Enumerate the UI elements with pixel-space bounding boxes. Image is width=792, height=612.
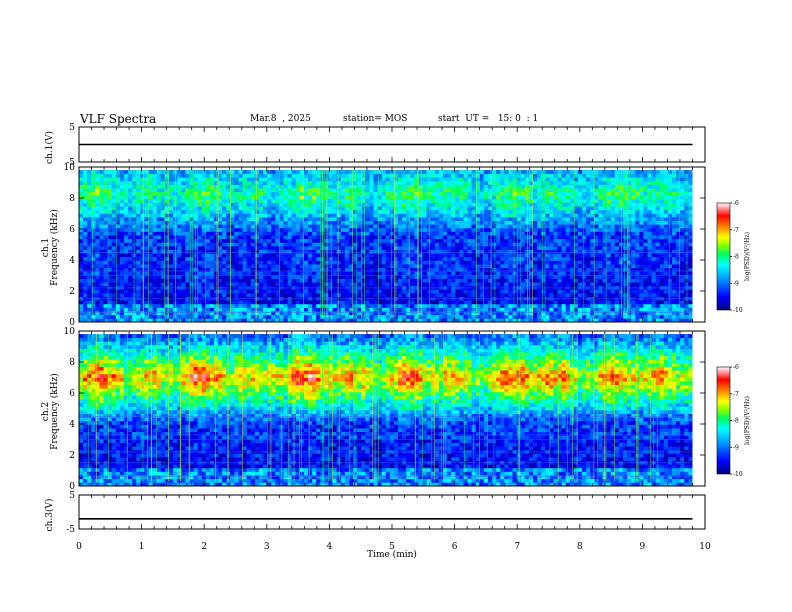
colorbar-ch2-tick-label: -9 [733,444,739,451]
ch2-freq-tick-label: 2 [69,451,75,461]
ch3-voltage-axis-title: ch.3(V) [44,499,55,532]
ch2-freq-tick-label: 10 [64,327,76,337]
colorbar-ch1-title: log(PSD)(V²/Hz) [744,232,751,281]
colorbar-ch2 [716,366,731,475]
ch2-freq-tick-label: 6 [69,389,75,399]
ch3-y-tick-label: -5 [66,525,75,535]
x-tick-label: 1 [139,542,145,552]
start-time-label: start UT = 15: 0 : 1 [438,114,539,124]
x-tick-label: 9 [640,542,646,552]
date-label: Mar.8 , 2025 [250,114,311,124]
chart-title: VLF Spectra [80,112,157,126]
colorbar-ch2-tick-label: -7 [733,391,739,398]
colorbar-ch1-tick-label: -7 [733,227,739,234]
ch1-freq-tick-label: 0 [69,318,75,328]
station-label: station= MOS [343,114,408,124]
ch3-y-tick-label: 5 [69,491,75,501]
x-tick-label: 8 [577,542,583,552]
colorbar-ch1-tick-label: -8 [733,254,739,261]
colorbar-ch1 [716,202,731,311]
x-tick-label: 5 [389,542,395,552]
x-tick-label: 3 [264,542,270,552]
ch1-freq-tick-label: 4 [69,256,75,266]
ch1-voltage-axis-title: ch.1(V) [44,131,55,164]
ch1-frequency-axis-title: Frequency (kHz) [49,209,60,286]
ch1-y-tick-label: 5 [69,123,75,133]
spectrogram-ch2 [79,331,705,487]
ch2-freq-tick-label: 0 [69,482,75,492]
x-tick-label: 7 [514,542,520,552]
ch1-freq-tick-label: 8 [69,194,75,204]
ch1-freq-tick-label: 6 [69,225,75,235]
colorbar-ch1-tick-label: -6 [733,200,739,207]
colorbar-ch1-tick-label: -9 [733,280,739,287]
x-tick-label: 2 [201,542,207,552]
ch1-freq-tick-label: 2 [69,287,75,297]
x-axis-title: Time (min) [367,549,417,560]
panel-frame [78,494,706,530]
colorbar-ch2-tick-label: -10 [733,471,743,478]
colorbar-ch2-tick-label: -8 [733,418,739,425]
ch1-y-tick-label: -5 [66,158,75,168]
ch2-frequency-axis-title: ch.2 [41,402,51,421]
colorbar-ch2-title: log(PSD)(V²/Hz) [744,396,751,445]
ch1-frequency-axis-title: ch.1 [41,238,51,257]
colorbar-ch2-tick-label: -6 [733,364,739,371]
spectrogram-ch1 [79,167,705,323]
x-tick-label: 10 [699,542,711,552]
ch1-freq-tick-label: 10 [64,163,76,173]
x-tick-label: 0 [76,542,82,552]
ch2-frequency-axis-title: Frequency (kHz) [49,373,60,450]
x-tick-label: 6 [452,542,458,552]
ch2-freq-tick-label: 8 [69,358,75,368]
ch2-freq-tick-label: 4 [69,420,75,430]
colorbar-ch1-tick-label: -10 [733,307,743,314]
x-tick-label: 4 [327,542,333,552]
